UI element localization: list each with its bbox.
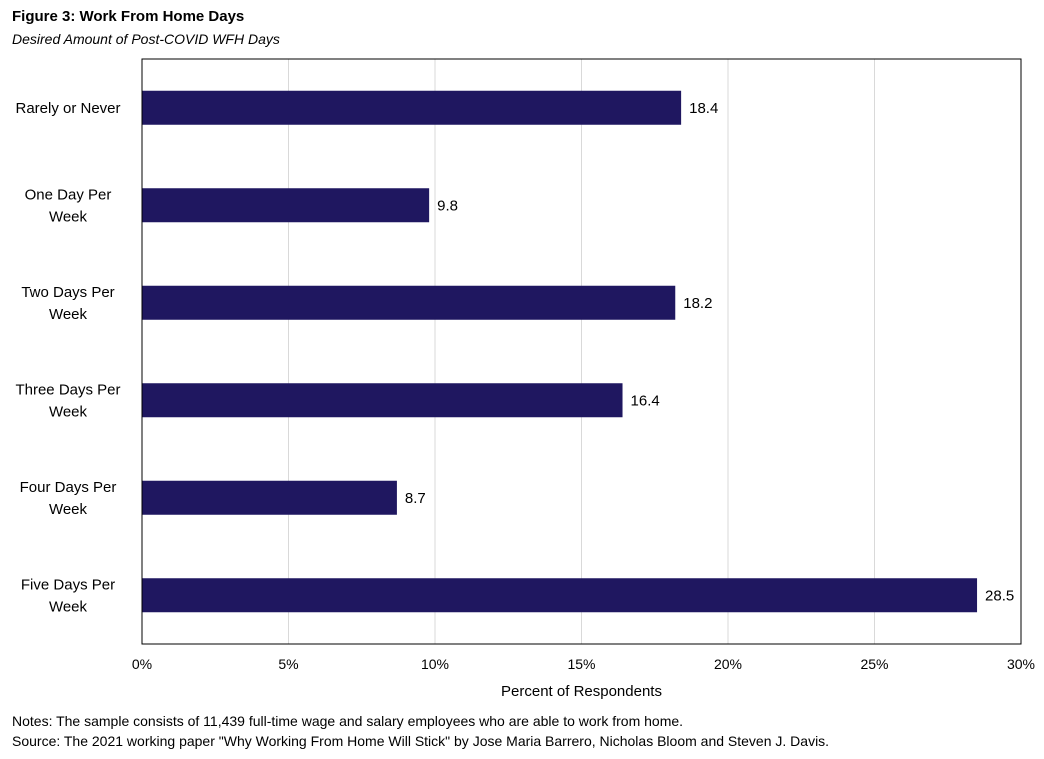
- x-tick-label: 10%: [421, 656, 449, 672]
- x-tick-label: 20%: [714, 656, 742, 672]
- bar: [142, 480, 397, 515]
- gridlines: [288, 59, 875, 644]
- bar: [142, 90, 682, 125]
- data-label: 18.2: [683, 295, 712, 312]
- bar: [142, 383, 623, 418]
- source-line: Source: The 2021 working paper "Why Work…: [12, 733, 830, 749]
- data-label: 9.8: [437, 197, 458, 214]
- chart-notes: Notes: The sample consists of 11,439 ful…: [12, 711, 829, 751]
- x-axis-title: Percent of Respondents: [501, 683, 662, 700]
- category-labels: Rarely or Never One Day Per Week Two Days P…: [15, 100, 120, 616]
- data-label: 16.4: [631, 392, 660, 409]
- x-tick-label: 30%: [1007, 656, 1035, 672]
- category-label: Four Days Per Week: [20, 479, 117, 518]
- x-tick-label: 15%: [567, 656, 595, 672]
- data-label: 28.5: [985, 587, 1014, 604]
- chart-subtitle: Desired Amount of Post-COVID WFH Days: [12, 31, 280, 47]
- category-label: Rarely or Never: [15, 100, 120, 117]
- x-tick-label: 25%: [860, 656, 888, 672]
- category-label: Five Days Per Week: [21, 576, 115, 615]
- x-tick-label: 5%: [278, 656, 298, 672]
- bar-chart: 18.4 9.8 18.2 16.4 8.7 28.5 Rarely or Never On…: [15, 58, 1035, 700]
- category-label: Two Days Per Week: [21, 284, 114, 323]
- bar: [142, 188, 430, 223]
- chart-title: Figure 3: Work From Home Days: [12, 8, 245, 25]
- category-label: Three Days Per Week: [15, 381, 120, 420]
- category-label: One Day Per Week: [25, 186, 112, 225]
- data-label: 18.4: [689, 100, 718, 117]
- plot-frame: [141, 58, 1022, 645]
- data-label: 8.7: [405, 490, 426, 507]
- bars: 18.4 9.8 18.2 16.4 8.7 28.5: [142, 90, 1014, 613]
- x-tick-labels: 0% 5% 10% 15% 20% 25% 30%: [132, 656, 1035, 672]
- notes-line: Notes: The sample consists of 11,439 ful…: [12, 713, 684, 729]
- x-tick-label: 0%: [132, 656, 152, 672]
- bar: [142, 578, 978, 613]
- bar: [142, 285, 676, 320]
- plot-border: [141, 58, 1022, 645]
